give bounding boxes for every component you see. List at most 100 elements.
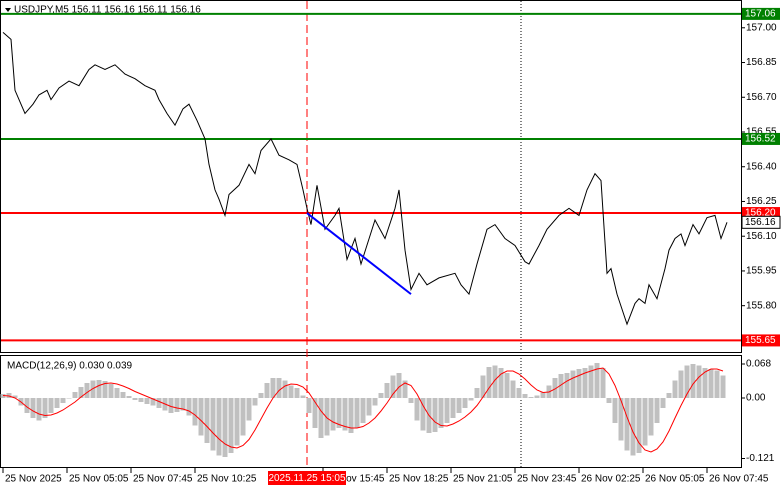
- macd-bar: [540, 392, 546, 398]
- macd-bar: [714, 370, 720, 398]
- macd-bar: [462, 398, 468, 408]
- macd-bar: [438, 398, 444, 428]
- x-tick-label: 25 Nov 07:45: [133, 474, 193, 485]
- y-tick-label: 156.10: [746, 231, 777, 242]
- macd-bar: [282, 380, 288, 398]
- macd-bar: [612, 398, 618, 423]
- macd-bar: [720, 375, 726, 398]
- macd-bar: [654, 398, 660, 423]
- menu-triangle: [5, 8, 11, 12]
- macd-bar: [102, 381, 108, 398]
- macd-bar: [78, 387, 84, 398]
- macd-bar: [672, 380, 678, 398]
- macd-bar: [222, 398, 228, 457]
- macd-bar: [408, 398, 414, 403]
- macd-bar: [468, 398, 474, 401]
- level-label: 157.06: [745, 9, 776, 20]
- macd-bar: [24, 398, 30, 413]
- macd-bar: [702, 368, 708, 398]
- macd-bar: [84, 383, 90, 398]
- x-tick-label: 26 Nov 07:45: [709, 474, 769, 485]
- macd-bar: [204, 398, 210, 443]
- macd-bar: [246, 398, 252, 421]
- macd-bar: [264, 383, 270, 398]
- macd-bar: [690, 364, 696, 398]
- macd-bar: [522, 394, 528, 398]
- y-tick-label: 156.85: [746, 57, 777, 68]
- y-tick-label: 0.068: [746, 359, 771, 370]
- macd-bar: [618, 398, 624, 441]
- macd-bar: [678, 370, 684, 398]
- macd-bar: [474, 388, 480, 398]
- macd-bar: [492, 365, 498, 398]
- macd-bar: [300, 395, 306, 398]
- macd-bar: [96, 380, 102, 398]
- macd-bar: [312, 398, 318, 428]
- level-label-box: [742, 7, 780, 20]
- macd-bar: [342, 398, 348, 431]
- macd-bar: [294, 388, 300, 398]
- macd-bar: [192, 398, 198, 426]
- macd-bar: [66, 398, 72, 399]
- macd-bar: [480, 375, 486, 398]
- macd-bar: [642, 398, 648, 446]
- macd-bar: [660, 398, 666, 408]
- crosshair-label: 2025.11.25 15:05: [268, 473, 346, 484]
- x-tick-label: 25 Nov 15:45: [325, 474, 385, 485]
- macd-bar: [366, 398, 372, 416]
- macd-bar: [216, 398, 222, 456]
- macd-bar: [186, 398, 192, 416]
- macd-bar: [402, 380, 408, 398]
- macd-bar: [432, 398, 438, 432]
- macd-bar: [414, 398, 420, 421]
- macd-bar: [234, 398, 240, 446]
- level-label: 155.65: [745, 335, 776, 346]
- macd-bar: [510, 380, 516, 398]
- macd-bar: [306, 398, 312, 413]
- y-tick-label: 156.70: [746, 92, 777, 103]
- macd-bar: [126, 396, 132, 398]
- macd-bar: [684, 365, 690, 398]
- macd-bar: [48, 398, 54, 413]
- macd-bar: [588, 365, 594, 398]
- y-tick-label: 156.40: [746, 161, 777, 172]
- macd-bar: [270, 378, 276, 398]
- macd-bar: [534, 395, 540, 398]
- macd-bar: [378, 393, 384, 398]
- macd-bar: [132, 398, 138, 400]
- macd-bar: [390, 375, 396, 398]
- y-tick-label: 156.55: [746, 127, 777, 138]
- macd-bar: [600, 368, 606, 398]
- macd-bar: [516, 388, 522, 398]
- macd-bar: [456, 398, 462, 413]
- x-tick-label: 26 Nov 05:05: [645, 474, 705, 485]
- current-price-label: 156.16: [745, 217, 776, 228]
- macd-bar: [54, 398, 60, 408]
- macd-panel-frame: [0, 355, 742, 468]
- macd-bar: [138, 398, 144, 402]
- macd-bar: [324, 398, 330, 436]
- level-label: 156.52: [745, 134, 776, 145]
- macd-bar: [90, 380, 96, 398]
- macd-bar: [570, 370, 576, 398]
- macd-bar: [486, 367, 492, 398]
- macd-bar: [210, 398, 216, 451]
- macd-bar: [288, 385, 294, 398]
- y-tick-label: 155.95: [746, 266, 777, 277]
- macd-bar: [384, 383, 390, 398]
- macd-bar: [180, 398, 186, 411]
- macd-bar: [318, 398, 324, 438]
- price-panel-frame: [0, 0, 742, 353]
- x-tick-label: 25 Nov 2025: [5, 474, 62, 485]
- price-line: [2, 32, 728, 326]
- macd-bar: [348, 398, 354, 433]
- macd-bar: [666, 393, 672, 398]
- macd-bar: [174, 398, 180, 412]
- macd-bar: [336, 398, 342, 428]
- macd-bar: [696, 365, 702, 398]
- macd-bar: [36, 398, 42, 421]
- macd-bar: [360, 398, 366, 423]
- trend-line: [306, 212, 412, 295]
